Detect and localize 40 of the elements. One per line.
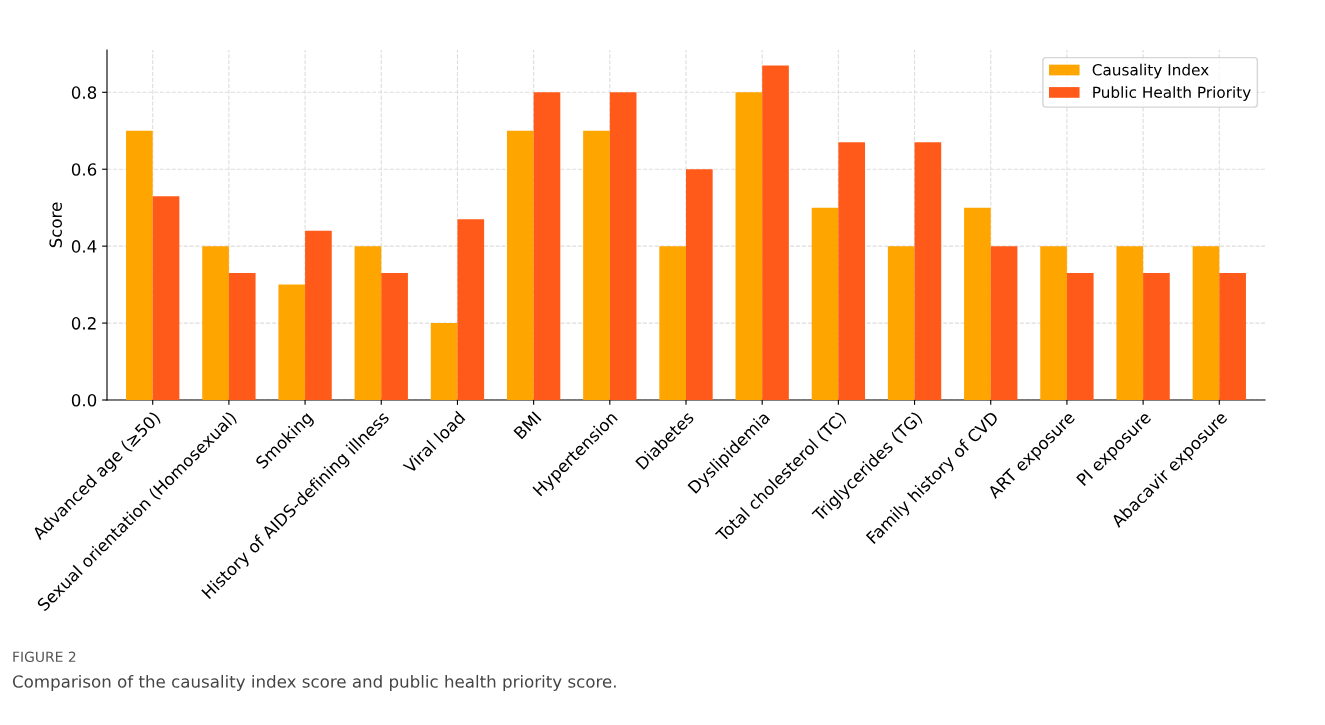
bar <box>381 273 408 400</box>
y-tick-label: 0.6 <box>71 163 97 176</box>
bar <box>964 207 991 400</box>
bar <box>1219 273 1246 400</box>
legend-label: Public Health Priority <box>1093 86 1251 101</box>
bar <box>126 130 153 400</box>
bar <box>1066 273 1094 400</box>
bar <box>457 219 485 400</box>
text: Comparison of the causality index score and public health priority score. <box>12 674 616 692</box>
bar <box>811 207 839 400</box>
bar <box>506 130 534 400</box>
y-axis-title: Score <box>49 202 62 248</box>
bar <box>583 130 610 400</box>
caption: FIGURE 2 <box>13 651 76 663</box>
y-tick-label: 0.2 <box>71 317 96 330</box>
bar <box>228 273 256 400</box>
bar <box>1116 246 1144 400</box>
bar <box>990 246 1018 400</box>
bar <box>609 92 637 400</box>
bar <box>659 246 686 400</box>
bar <box>686 169 713 400</box>
y-tick-label: 0.0 <box>71 393 97 407</box>
bar <box>762 65 789 400</box>
y-tick-label: 0.4 <box>71 240 97 253</box>
bar <box>735 92 763 400</box>
bar <box>305 230 332 400</box>
legend-label: Causality Index <box>1092 63 1209 79</box>
bar <box>430 323 458 400</box>
bar <box>1143 273 1170 400</box>
bar <box>1192 246 1220 400</box>
bar <box>533 92 561 400</box>
bar <box>838 142 866 400</box>
bar <box>152 196 180 400</box>
bar <box>887 246 915 400</box>
bar <box>202 246 229 400</box>
y-tick-label: 0.8 <box>71 86 97 99</box>
bar <box>278 284 306 400</box>
bar <box>914 142 942 400</box>
bar <box>1040 246 1067 400</box>
bar <box>354 246 382 400</box>
